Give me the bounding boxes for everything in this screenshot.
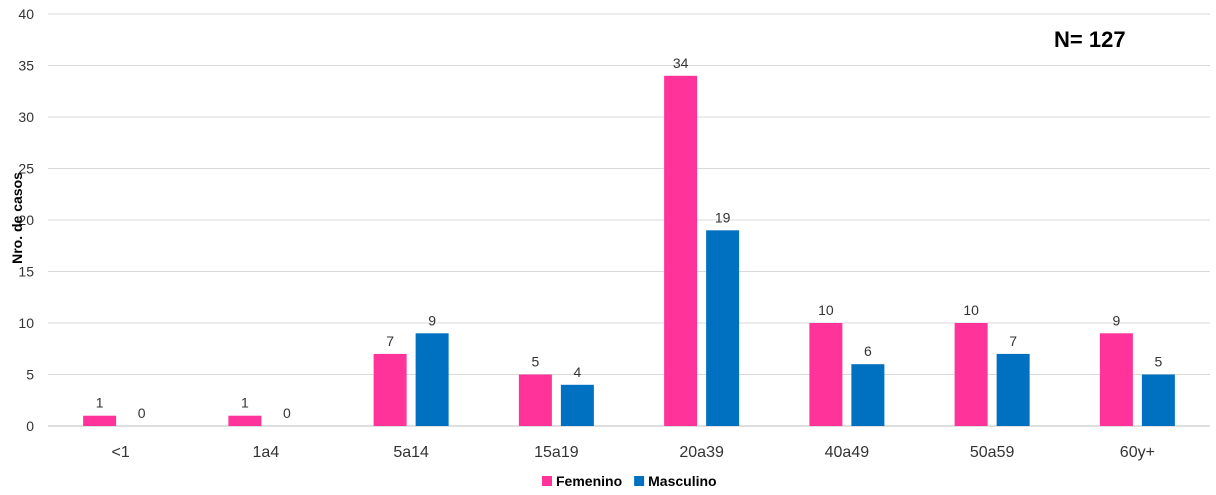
data-label: 4 xyxy=(573,364,581,380)
data-label: 9 xyxy=(428,312,436,328)
y-tick-label: 10 xyxy=(18,315,34,331)
legend-label-femenino: Femenino xyxy=(556,473,622,489)
y-tick-label: 40 xyxy=(18,6,34,22)
y-tick-label: 0 xyxy=(26,418,34,434)
y-tick-label: 15 xyxy=(18,264,34,280)
data-label: 1 xyxy=(96,395,104,411)
y-axis-ticks: 0 5 10 15 20 25 30 35 40 xyxy=(18,6,34,434)
bar-femenino xyxy=(518,374,552,426)
bar-masculino xyxy=(996,353,1030,426)
y-tick-label: 5 xyxy=(26,367,34,383)
bar-masculino xyxy=(560,384,594,426)
y-axis-label: Nro. de casos xyxy=(9,172,25,264)
bar-femenino xyxy=(809,323,843,426)
data-label: 1 xyxy=(241,395,249,411)
data-label: 5 xyxy=(1154,354,1162,370)
bar-masculino xyxy=(706,230,740,426)
data-label: 7 xyxy=(386,333,394,349)
y-tick-label: 20 xyxy=(18,212,34,228)
data-label: 10 xyxy=(818,302,834,318)
x-tick-label: 50a59 xyxy=(970,444,1015,461)
bar-femenino xyxy=(664,75,698,427)
data-label: 6 xyxy=(864,343,872,359)
x-tick-label: 5a14 xyxy=(393,444,429,461)
data-label: 34 xyxy=(673,55,689,71)
x-tick-label: 60y+ xyxy=(1120,444,1155,461)
bar-femenino xyxy=(954,323,988,426)
bar-femenino xyxy=(83,415,117,426)
y-tick-label: 30 xyxy=(18,109,34,125)
x-tick-label: 20a39 xyxy=(679,444,724,461)
bar-femenino xyxy=(373,353,407,426)
x-tick-label: 40a49 xyxy=(825,444,870,461)
data-label: 19 xyxy=(715,209,731,225)
legend-label-masculino: Masculino xyxy=(648,473,716,489)
legend-swatch-femenino xyxy=(542,476,552,486)
y-tick-label: 35 xyxy=(18,58,34,74)
data-label: 5 xyxy=(531,354,539,370)
data-label: 0 xyxy=(283,405,291,421)
bar-masculino xyxy=(415,333,449,426)
data-label: 0 xyxy=(138,405,146,421)
data-label: 10 xyxy=(963,302,979,318)
bars xyxy=(83,75,1175,427)
bar-femenino xyxy=(228,415,262,426)
gridlines xyxy=(48,13,1210,427)
bar-femenino xyxy=(1099,333,1133,426)
x-axis-ticks: <1 1a4 5a14 15a19 20a39 40a49 50a59 60y+ xyxy=(112,444,1155,461)
bar-masculino xyxy=(1141,374,1175,426)
legend-swatch-masculino xyxy=(634,476,645,486)
x-tick-label: 1a4 xyxy=(253,444,280,461)
data-label: 9 xyxy=(1112,312,1120,328)
bar-masculino xyxy=(851,364,885,426)
legend: Femenino Masculino xyxy=(542,473,717,489)
y-tick-label: 25 xyxy=(18,161,34,177)
x-tick-label: <1 xyxy=(112,444,130,461)
data-label: 7 xyxy=(1009,333,1017,349)
sample-size-annotation: N= 127 xyxy=(1054,27,1126,52)
x-tick-label: 15a19 xyxy=(534,444,579,461)
